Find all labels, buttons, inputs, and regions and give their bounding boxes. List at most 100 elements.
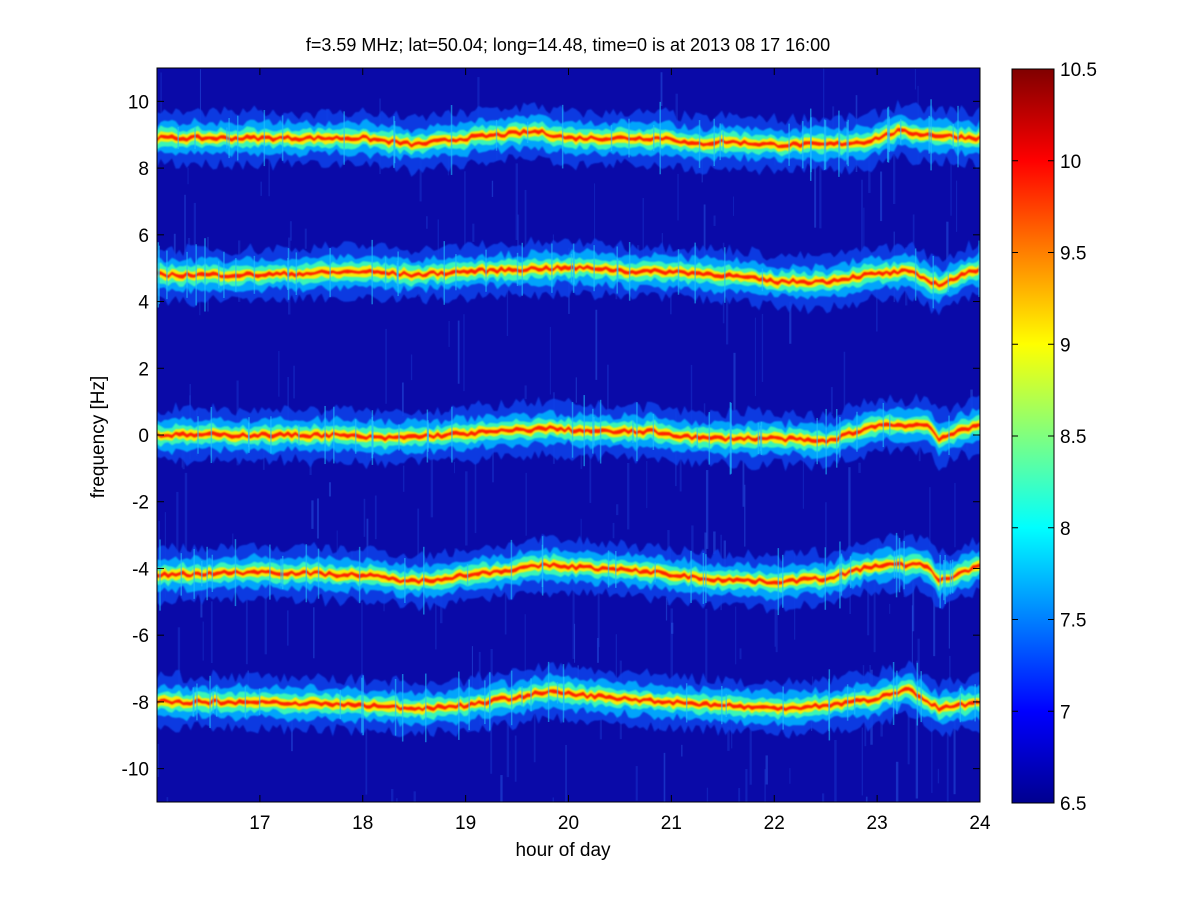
band-spike	[526, 121, 529, 144]
noise-streak	[713, 531, 716, 555]
noise-streak	[765, 755, 768, 785]
y-tick-label: -2	[132, 493, 149, 514]
noise-streak	[313, 607, 315, 659]
noise-streak	[328, 482, 332, 497]
band-spike	[978, 240, 980, 298]
noise-streak	[385, 328, 387, 404]
band-spike	[849, 556, 852, 589]
band-spike	[234, 539, 237, 607]
band-spike	[636, 402, 638, 462]
noise-streak	[713, 215, 716, 226]
noise-streak	[663, 752, 666, 802]
band-spike	[823, 119, 826, 171]
band-spike	[468, 679, 470, 731]
band-spike	[959, 688, 962, 723]
x-tick-label: 21	[661, 813, 682, 834]
noise-streak	[471, 646, 474, 702]
noise-streak	[457, 320, 460, 384]
band-spike	[760, 421, 763, 456]
band-spike	[730, 402, 732, 474]
noise-streak	[463, 314, 465, 392]
band-spike	[599, 399, 602, 464]
band-core-yellow	[157, 418, 980, 447]
band-spike	[882, 402, 885, 448]
band-spike	[228, 118, 230, 159]
band-spike	[724, 247, 726, 303]
band-spike	[270, 416, 272, 454]
noise-streak	[911, 605, 913, 668]
y-axis: -10 -8 -6 -4 -2 0 2 4 6 8 10	[122, 92, 980, 781]
y-axis-label: frequency [Hz]	[88, 376, 109, 499]
plot-area	[156, 67, 981, 803]
band-spike	[632, 420, 634, 443]
band-spike	[425, 673, 427, 743]
noise-streak	[316, 498, 319, 539]
band-spike	[443, 241, 446, 305]
noise-streak	[504, 562, 507, 635]
band-spike	[722, 131, 724, 152]
band-spike	[920, 671, 922, 723]
noise-streak	[931, 706, 933, 793]
band-spike	[654, 562, 656, 583]
band-spike	[846, 684, 849, 721]
band-spike	[949, 560, 952, 595]
noise-streak	[892, 154, 896, 205]
colorbar-tick-label: 8	[1060, 519, 1071, 540]
band-spike	[401, 674, 404, 742]
noise-streak	[187, 167, 189, 185]
noise-streak	[732, 196, 734, 216]
band	[157, 393, 980, 475]
band-spike	[455, 254, 457, 291]
band-spike	[397, 251, 399, 297]
band-spike	[838, 131, 841, 157]
noise-streak	[876, 266, 878, 332]
band-spike	[685, 683, 688, 723]
band-spike	[339, 689, 342, 720]
noise-streak	[491, 180, 494, 197]
band-spike	[948, 415, 950, 455]
noise-streak	[245, 599, 248, 665]
band-spike	[916, 662, 919, 726]
noise-streak	[417, 508, 420, 565]
noise-streak	[199, 69, 202, 147]
noise-streak	[742, 461, 745, 507]
noise-streak	[612, 522, 615, 539]
noise-streak	[738, 788, 741, 802]
x-axis-label: hour of day	[515, 840, 611, 861]
band-spike	[888, 116, 891, 153]
y-tick-label: -10	[122, 760, 149, 781]
band-spike	[210, 406, 213, 464]
band-spike	[218, 261, 220, 289]
band-spike	[194, 126, 196, 150]
band-spike	[186, 251, 188, 298]
noise-streak	[671, 622, 674, 634]
noise-streak	[914, 68, 916, 90]
band-spike	[903, 540, 905, 590]
noise-streak	[596, 637, 599, 663]
band-spike	[484, 680, 486, 725]
band-spike	[236, 115, 239, 161]
noise-streak	[933, 586, 936, 657]
noise-streak	[825, 502, 827, 573]
band-spike	[899, 118, 902, 145]
chart-title: f=3.59 MHz; lat=50.04; long=14.48, time=…	[306, 35, 830, 55]
colorbar-tick-label: 9	[1060, 335, 1071, 356]
noise-streak	[491, 432, 495, 483]
noise-streak	[858, 462, 861, 473]
y-tick-label: 8	[138, 159, 149, 180]
noise-streak	[861, 727, 863, 796]
noise-streak	[802, 429, 804, 509]
band-spike	[828, 678, 830, 732]
band-spike	[451, 406, 453, 463]
noise-streak	[955, 180, 958, 232]
band-spike	[333, 406, 335, 464]
band-spike	[777, 548, 780, 616]
x-tick-label: 17	[249, 813, 270, 834]
noise-streak	[665, 597, 668, 621]
noise-streak	[589, 445, 592, 503]
noise-streak	[705, 608, 708, 686]
band-spike	[898, 537, 901, 593]
band-spike	[258, 688, 261, 716]
noise-streak	[549, 326, 551, 395]
